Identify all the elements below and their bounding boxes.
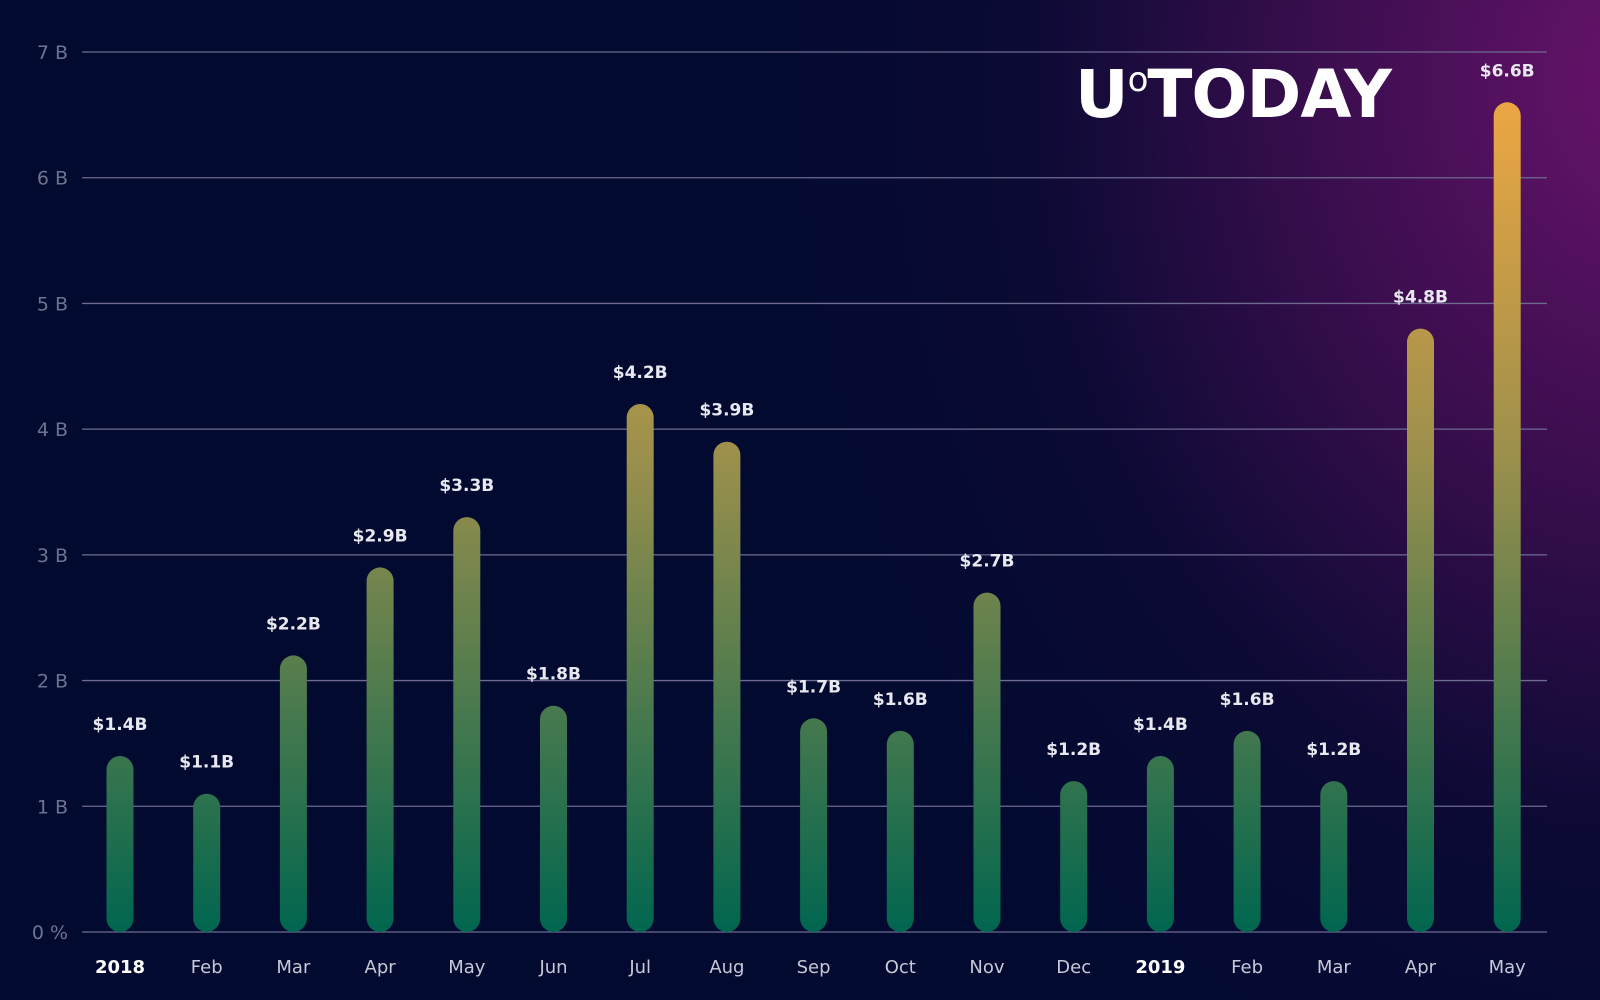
x-tick-label: Aug: [709, 957, 744, 978]
data-label: $2.2B: [266, 614, 321, 634]
x-tick-label: Nov: [969, 957, 1004, 978]
x-tick-label: Feb: [1231, 957, 1263, 978]
bar: [1060, 781, 1088, 932]
utoday-logo: UoTODAY: [1075, 56, 1392, 133]
x-tick-label: Oct: [885, 957, 916, 978]
data-label: $2.9B: [353, 526, 408, 546]
y-tick-label: 3 B: [37, 545, 68, 567]
bar: [626, 404, 654, 932]
bar: [1407, 328, 1434, 933]
data-label: $1.7B: [786, 677, 841, 697]
x-tick-label: 2019: [1135, 957, 1185, 978]
x-tick-label: Jun: [538, 957, 567, 978]
y-tick-label: 6 B: [37, 168, 68, 190]
bar: [973, 592, 1001, 932]
y-tick-label: 4 B: [37, 419, 68, 441]
x-tick-label: Dec: [1056, 957, 1091, 978]
x-tick-label: 2018: [95, 957, 145, 978]
data-label: $1.6B: [1220, 690, 1275, 710]
data-label: $1.6B: [873, 690, 928, 710]
bar: [1233, 730, 1261, 932]
bar: [886, 730, 914, 932]
bar: [1320, 781, 1348, 932]
bar: [1493, 102, 1521, 933]
data-label: $1.4B: [93, 715, 148, 735]
bar: [193, 793, 221, 932]
bar: [540, 705, 567, 932]
data-label: $1.1B: [179, 753, 234, 773]
y-tick-label: 1 B: [37, 796, 68, 818]
bar: [106, 756, 134, 932]
x-tick-label: Apr: [365, 957, 397, 978]
data-label: $3.3B: [439, 476, 494, 496]
data-label: $6.6B: [1480, 61, 1535, 81]
x-tick-label: May: [1489, 957, 1527, 978]
y-tick-label: 0 %: [32, 922, 68, 944]
x-tick-label: Jul: [628, 957, 651, 978]
x-tick-label: Apr: [1405, 957, 1437, 978]
x-tick-label: Mar: [1317, 957, 1352, 978]
data-label: $4.2B: [613, 363, 668, 383]
data-label: $2.7B: [960, 552, 1015, 572]
y-tick-label: 5 B: [37, 293, 68, 315]
data-label: $3.9B: [699, 401, 754, 421]
bar: [453, 517, 481, 932]
bar: [800, 718, 828, 932]
bar: [279, 655, 307, 932]
data-label: $1.4B: [1133, 715, 1188, 735]
x-tick-label: Feb: [191, 957, 223, 978]
x-tick-label: Sep: [797, 957, 831, 978]
data-label: $1.8B: [526, 665, 581, 685]
data-label: $1.2B: [1046, 740, 1101, 760]
bar: [1146, 756, 1174, 932]
x-tick-label: Mar: [276, 957, 311, 978]
y-tick-label: 7 B: [37, 42, 68, 64]
data-label: $1.2B: [1306, 740, 1361, 760]
y-tick-label: 2 B: [37, 671, 68, 693]
data-label: $4.8B: [1393, 288, 1448, 308]
bar: [366, 567, 394, 932]
bar: [713, 441, 741, 932]
x-tick-label: May: [448, 957, 486, 978]
